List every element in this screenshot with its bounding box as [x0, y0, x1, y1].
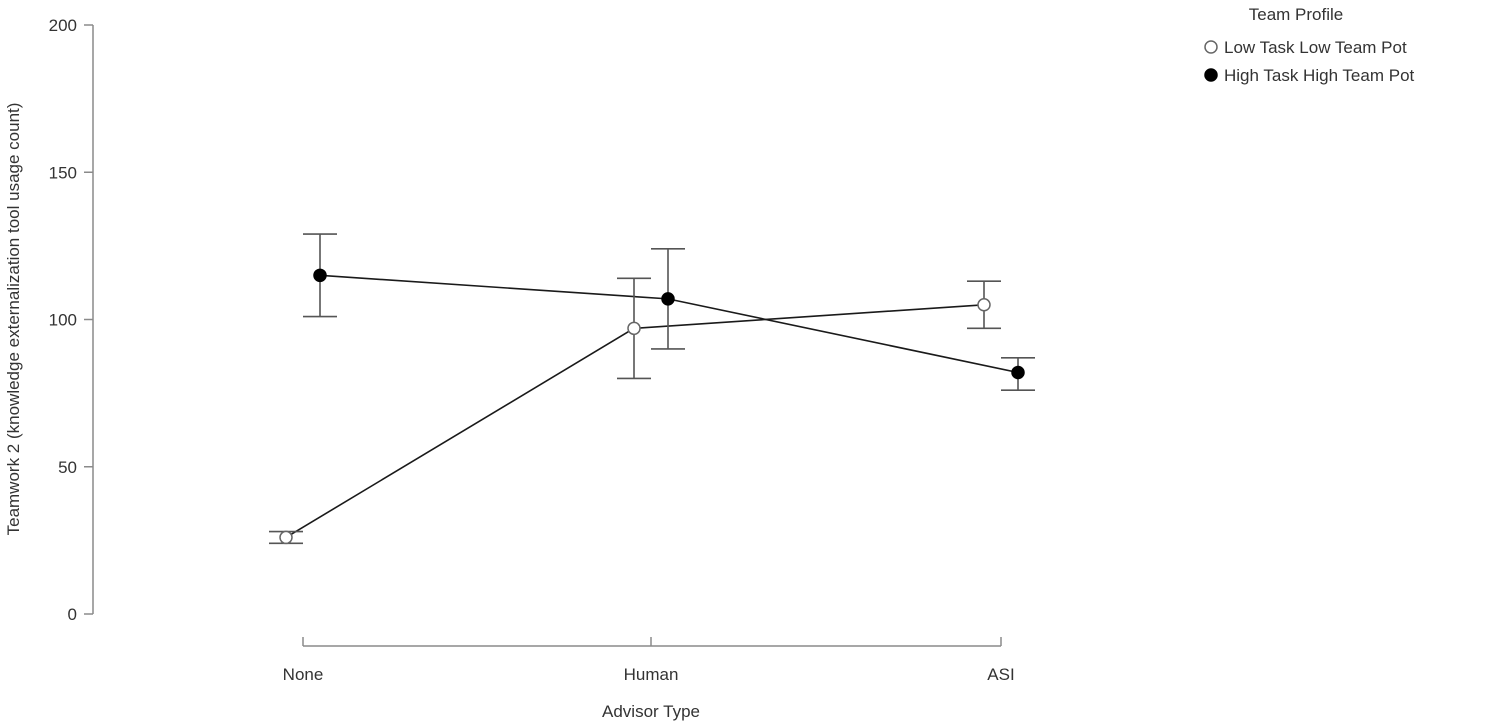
- data-point: [977, 298, 991, 312]
- y-axis: 0 50 100 150 200: [49, 16, 94, 624]
- x-axis-title: Advisor Type: [602, 702, 700, 721]
- data-point: [279, 530, 293, 545]
- error-bars: [269, 233, 1035, 545]
- legend-label: High Task High Team Pot: [1224, 66, 1415, 85]
- x-tick-label: None: [283, 665, 324, 684]
- x-tick-label: Human: [624, 665, 679, 684]
- legend-title: Team Profile: [1249, 5, 1343, 24]
- y-tick-label: 0: [68, 605, 77, 624]
- legend-marker: [1204, 40, 1218, 54]
- x-tick-label: ASI: [987, 665, 1014, 684]
- data-points: [279, 268, 1025, 545]
- series-line: [285, 303, 985, 539]
- x-axis: None Human ASI: [283, 637, 1015, 684]
- data-point: [1011, 365, 1025, 380]
- series-line: [319, 274, 1019, 374]
- legend-marker: [1204, 68, 1218, 82]
- y-tick-label: 150: [49, 163, 77, 182]
- data-point: [627, 321, 641, 336]
- y-axis-title: Teamwork 2 (knowledge externalization to…: [4, 103, 23, 536]
- data-point: [661, 292, 675, 306]
- y-tick-label: 100: [49, 311, 77, 330]
- y-tick-label: 50: [58, 458, 77, 477]
- legend: Team Profile Low Task Low Team Pot High T…: [1204, 5, 1415, 85]
- legend-label: Low Task Low Team Pot: [1224, 38, 1407, 57]
- y-tick-label: 200: [49, 16, 77, 35]
- series-lines: [285, 274, 1019, 539]
- data-point: [313, 268, 327, 283]
- series-layer: [269, 233, 1035, 545]
